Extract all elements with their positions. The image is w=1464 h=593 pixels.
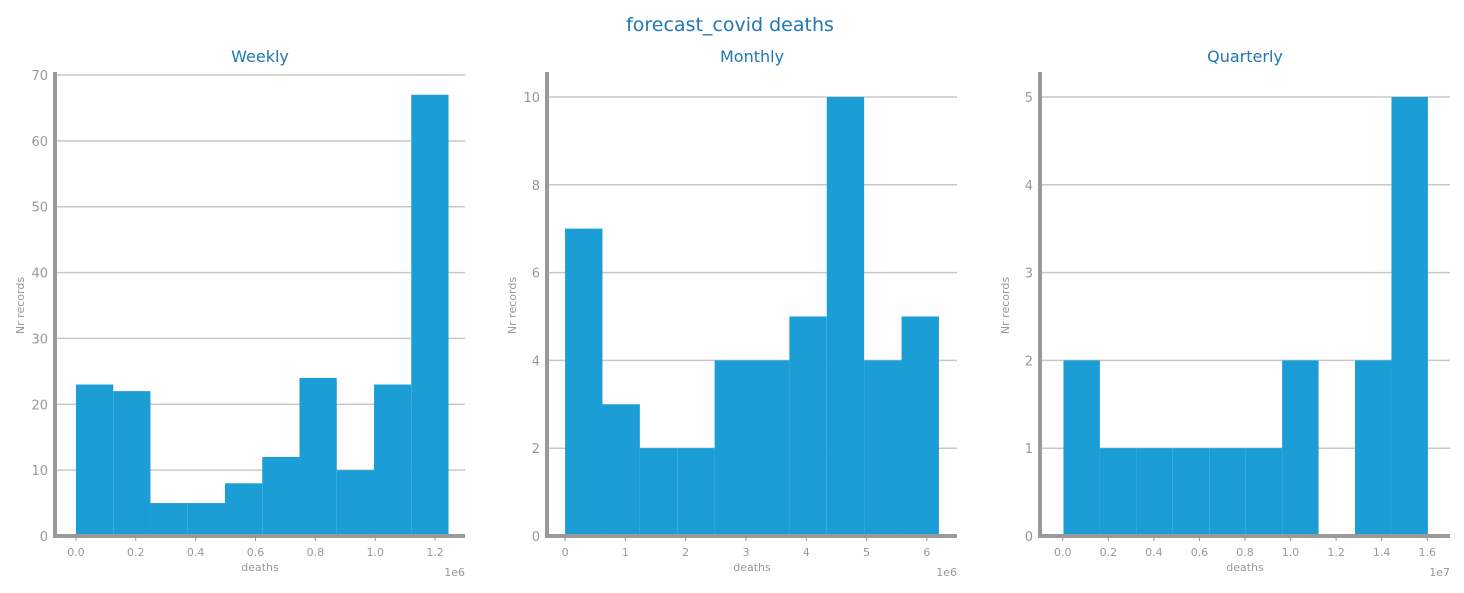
histogram-bar [864,360,902,536]
y-axis-label: Nr records [506,277,519,334]
x-tick-label: 2 [682,546,689,559]
x-tick-label: 0.4 [1145,546,1163,559]
y-tick-label: 4 [532,354,540,369]
y-tick-label: 2 [1025,354,1033,369]
x-tick-label: 0.0 [1054,546,1072,559]
y-tick-label: 0 [40,530,48,545]
histogram-bar [262,456,300,536]
histogram-bar [374,384,412,536]
y-tick-label: 4 [1025,179,1033,194]
y-tick-label: 30 [31,332,48,347]
histogram-bar [826,96,865,536]
histogram-bar [299,377,337,536]
histogram-bar [639,448,678,536]
histogram-bar [150,503,188,536]
x-tick-label: 0.8 [307,546,325,559]
x-tick-label: 6 [923,546,930,559]
x-tick-label: 0 [562,546,569,559]
y-tick-label: 3 [1025,267,1033,282]
x-axis-label: deaths [241,561,279,574]
histogram-bar [1136,448,1173,536]
x-axis-label: deaths [733,561,771,574]
y-tick-label: 70 [31,69,48,84]
histogram-bar [1245,448,1283,536]
x-tick-label: 4 [803,546,810,559]
histogram-bar [677,448,715,536]
y-tick-label: 2 [532,442,540,457]
histogram-bar [1391,96,1428,536]
chart-title: Quarterly [1207,47,1283,66]
histogram-bar [411,94,449,536]
y-tick-label: 6 [532,267,540,282]
x-tick-label: 0.6 [1191,546,1209,559]
x-tick-label: 0.4 [187,546,205,559]
histogram-bar [224,483,263,536]
x-offset-label: 1e7 [1429,566,1450,579]
y-tick-label: 5 [1025,91,1033,106]
x-axis-label: deaths [1226,561,1264,574]
chart-quarterly: 0 1 2 3 4 5 0.0 0.2 0.4 0.6 0.8 1.0 1.2 1.4 1.6 Quarter… [999,47,1450,579]
y-tick-label: 50 [31,201,48,216]
figure-title: forecast_covid deaths [626,14,834,36]
chart-monthly: 0 2 4 6 8 10 0 1 2 3 4 5 6 Monthly deaths 1e6 Nr records [506,47,957,579]
x-tick-label: 3 [742,546,749,559]
x-tick-label: 1.0 [366,546,384,559]
x-tick-label: 0.6 [247,546,265,559]
x-tick-label: 5 [863,546,870,559]
x-tick-label: 0.2 [1100,546,1118,559]
histogram-bar [1209,448,1246,536]
histogram-bar [1063,360,1100,536]
histogram-bar [1355,360,1392,536]
y-axis-label: Nr records [14,277,27,334]
histogram-bar [336,470,375,536]
x-tick-label: 0.8 [1236,546,1254,559]
histogram-bar [752,360,790,536]
histogram-bar [602,404,640,536]
y-tick-label: 40 [31,267,48,282]
y-tick-label: 1 [1025,442,1033,457]
y-tick-label: 10 [31,464,48,479]
x-offset-label: 1e6 [936,566,957,579]
chart-weekly: 0 10 20 30 40 50 60 70 0.0 0.2 0.4 0.6 0.8 1.0 1.2 Week… [14,47,465,579]
histogram-bar [565,228,603,536]
y-axis-label: Nr records [999,277,1012,334]
chart-title: Monthly [720,47,784,66]
x-tick-label: 0.2 [127,546,145,559]
chart-title: Weekly [231,47,289,66]
x-offset-label: 1e6 [444,566,465,579]
y-tick-label: 10 [523,91,540,106]
histogram-bar [901,316,939,536]
x-tick-label: 0.0 [67,546,85,559]
histogram-bar [75,384,114,536]
y-tick-label: 8 [532,179,540,194]
y-tick-label: 20 [31,398,48,413]
histogram-bar [187,503,225,536]
y-tick-label: 60 [31,135,48,150]
histogram-bar [714,360,752,536]
histogram-bar [789,316,827,536]
x-tick-label: 1 [622,546,629,559]
histogram-bar [1099,448,1137,536]
y-tick-label: 0 [1025,530,1033,545]
x-tick-label: 1.6 [1418,546,1436,559]
x-tick-label: 1.2 [426,546,444,559]
x-tick-label: 1.4 [1373,546,1391,559]
x-tick-label: 1.0 [1282,546,1300,559]
y-tick-label: 0 [532,530,540,545]
histogram-bar [113,391,151,536]
histogram-bar [1282,360,1319,536]
x-tick-label: 1.2 [1327,546,1345,559]
histogram-bar [1172,448,1210,536]
